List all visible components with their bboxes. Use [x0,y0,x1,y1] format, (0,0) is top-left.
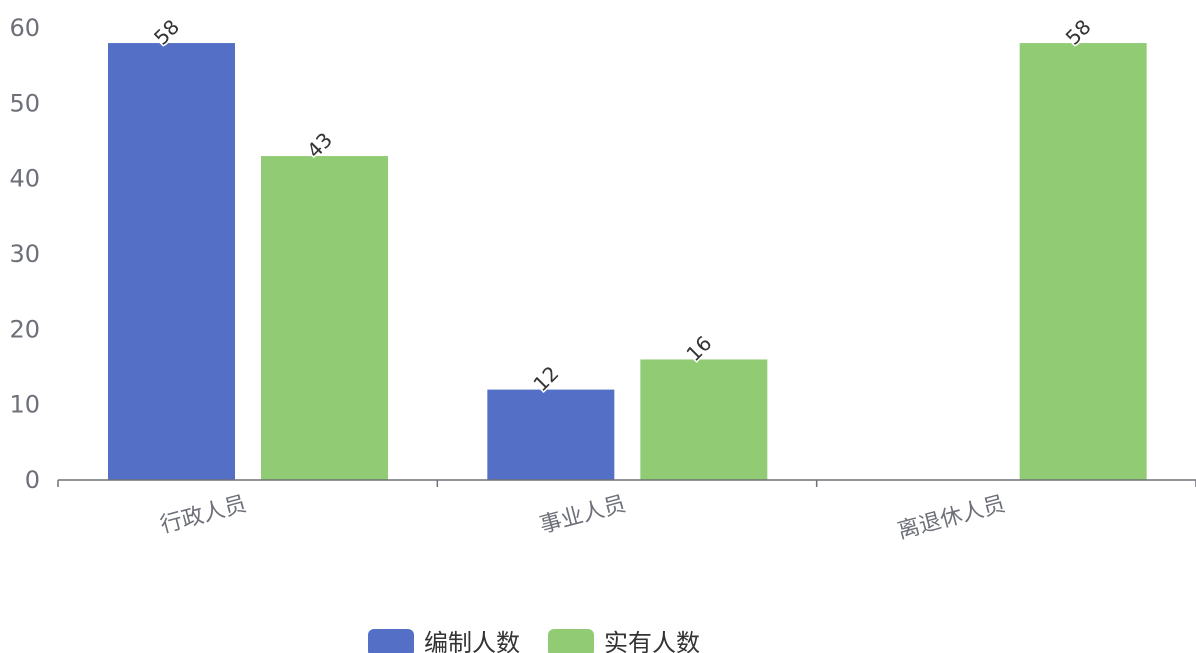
x-category-label: 事业人员 [537,492,628,539]
bar[interactable] [1019,43,1147,481]
legend[interactable]: 编制人数 实有人数 [368,629,700,653]
x-category-label: 离退休人员 [895,492,1008,545]
y-tick-label: 40 [9,165,40,193]
legend-label: 实有人数 [604,629,700,653]
y-tick-label: 30 [9,240,40,268]
y-tick-label: 60 [9,14,40,42]
bar[interactable] [108,43,235,481]
y-tick-label: 50 [9,89,40,117]
legend-item[interactable]: 编制人数 [368,629,520,653]
legend-label: 编制人数 [424,629,520,653]
bars [108,43,1147,481]
y-tick-label: 0 [25,466,40,494]
legend-swatch [548,629,594,653]
bar[interactable] [261,156,388,481]
y-tick-label: 20 [9,315,40,343]
y-tick-label: 10 [9,391,40,419]
x-axis: 行政人员 事业人员 离退休人员 [57,479,1196,545]
x-category-label: 行政人员 [158,492,249,539]
legend-swatch [368,629,414,653]
y-axis: 0 10 20 30 40 50 60 [9,14,40,494]
legend-item[interactable]: 实有人数 [548,629,700,653]
bar[interactable] [487,389,615,480]
bar[interactable] [640,359,768,480]
